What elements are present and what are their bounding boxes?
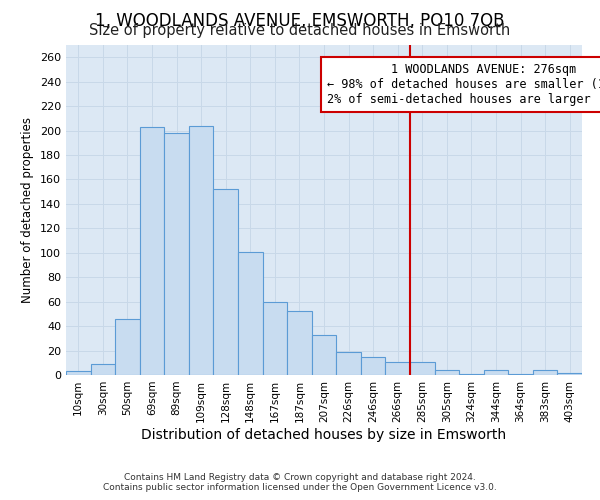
Bar (189, 126, 214, 375)
Text: Size of property relative to detached houses in Emsworth: Size of property relative to detached ho… (89, 22, 511, 38)
Bar (287, 312, 312, 375)
Bar (459, 374, 484, 375)
Text: 1 WOODLANDS AVENUE: 276sqm
← 98% of detached houses are smaller (1,094)
2% of se: 1 WOODLANDS AVENUE: 276sqm ← 98% of deta… (327, 64, 600, 106)
Bar (410, 362, 434, 375)
Bar (361, 356, 385, 375)
Bar (140, 127, 164, 375)
Bar (533, 370, 557, 375)
Bar (557, 372, 582, 375)
Bar (91, 364, 115, 375)
Bar (214, 189, 238, 375)
Text: 1, WOODLANDS AVENUE, EMSWORTH, PO10 7QB: 1, WOODLANDS AVENUE, EMSWORTH, PO10 7QB (95, 12, 505, 30)
Bar (434, 370, 459, 375)
Bar (238, 252, 263, 375)
Bar (484, 370, 508, 375)
Bar (66, 372, 91, 375)
Bar (336, 352, 361, 375)
Bar (508, 374, 533, 375)
Bar (263, 302, 287, 375)
Y-axis label: Number of detached properties: Number of detached properties (22, 117, 34, 303)
Bar (115, 319, 140, 375)
Bar (385, 362, 410, 375)
Text: Contains HM Land Registry data © Crown copyright and database right 2024.
Contai: Contains HM Land Registry data © Crown c… (103, 473, 497, 492)
Bar (164, 133, 189, 375)
X-axis label: Distribution of detached houses by size in Emsworth: Distribution of detached houses by size … (142, 428, 506, 442)
Bar (312, 334, 336, 375)
